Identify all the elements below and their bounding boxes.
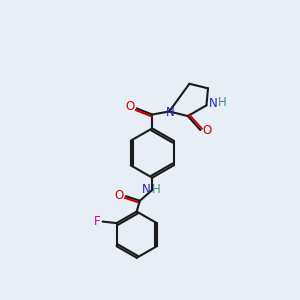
Text: N: N	[142, 183, 150, 196]
Text: H: H	[152, 183, 161, 196]
Text: F: F	[94, 215, 101, 228]
Text: N: N	[209, 97, 218, 110]
Text: O: O	[202, 124, 212, 137]
Text: N: N	[166, 106, 174, 119]
Text: O: O	[114, 189, 124, 202]
Text: H: H	[218, 97, 226, 110]
Text: O: O	[125, 100, 134, 113]
